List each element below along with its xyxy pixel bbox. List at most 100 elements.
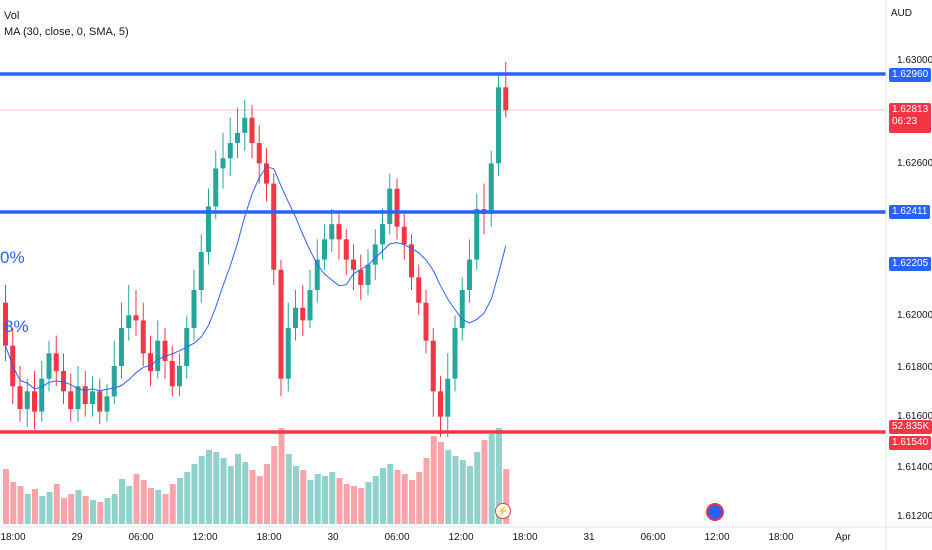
price-tick: 1.61200: [897, 511, 932, 522]
candle-body: [329, 224, 335, 240]
volume-bar: [467, 466, 473, 524]
volume-bar: [169, 484, 176, 524]
candle-body: [198, 252, 204, 290]
candle-body: [314, 259, 320, 290]
volume-bar: [293, 466, 299, 524]
economic-event-icon[interactable]: [706, 503, 724, 521]
volume-bar: [227, 466, 234, 524]
volume-bar: [3, 469, 9, 524]
candle-body: [61, 371, 66, 392]
fib-level-label: 8%: [4, 317, 29, 336]
volume-bar: [300, 470, 307, 524]
time-tick: 06:00: [128, 532, 154, 543]
volume-bar: [162, 494, 169, 524]
price-tick: 1.61600: [897, 411, 932, 422]
volume-bar: [39, 496, 46, 524]
volume-bar: [213, 452, 220, 524]
time-tick: 30: [327, 532, 339, 543]
candle-body: [53, 353, 59, 372]
candle-body: [423, 302, 429, 341]
current-price-badge: 1.62813 06:23: [889, 103, 932, 133]
legend-moving-average[interactable]: MA (30, close, 0, SMA, 5): [4, 26, 129, 38]
candle-body: [133, 315, 139, 321]
candle-body: [285, 328, 291, 379]
candle-body: [365, 264, 371, 285]
volume-bar: [503, 469, 510, 524]
currency-label[interactable]: AUD: [890, 8, 912, 19]
volume-bar: [387, 464, 394, 524]
candle-body: [293, 307, 298, 328]
volume-bar: [488, 434, 495, 524]
candle-body: [46, 353, 52, 379]
candle-body: [401, 226, 407, 245]
volume-bar: [220, 458, 227, 524]
volume-bar: [184, 472, 191, 524]
candle-body: [322, 239, 327, 260]
volume-bar: [17, 486, 24, 524]
candle-body: [213, 168, 219, 207]
time-tick: Apr: [835, 532, 851, 543]
volume-bar: [177, 478, 183, 524]
candle-body: [17, 386, 23, 410]
time-tick: 29: [71, 532, 83, 543]
time-tick: 18:00: [0, 532, 26, 543]
price-tick: 1.62600: [897, 158, 932, 169]
candle-countdown: 06:23: [892, 116, 918, 127]
lightning-icon[interactable]: ⚡: [495, 503, 511, 519]
volume-bar: [336, 478, 343, 524]
volume-bar: [264, 464, 270, 524]
candle-body: [271, 183, 277, 270]
candle-body: [380, 224, 385, 245]
volume-bar: [481, 440, 488, 524]
volume-bar: [322, 476, 328, 524]
time-tick: 12:00: [704, 532, 730, 543]
resistance-mid-price-badge: 1.62411: [889, 205, 931, 219]
volume-bar: [438, 442, 444, 524]
candle-body: [307, 290, 313, 321]
volume-bar: [249, 470, 256, 524]
volume-bar: [126, 486, 133, 524]
candle-body: [75, 386, 81, 410]
candle-body: [351, 259, 356, 270]
candle-body: [409, 244, 414, 278]
candle-body: [358, 269, 364, 285]
candle-body: [503, 87, 509, 111]
volume-bar: [474, 452, 481, 524]
moving-average-line: [5, 166, 507, 392]
candle-body: [155, 340, 161, 372]
volume-bar: [97, 502, 104, 524]
volume-bar: [111, 494, 118, 524]
candle-body: [191, 290, 197, 328]
resistance-top-price-badge: 1.62960: [889, 68, 932, 82]
candle-body: [264, 163, 269, 184]
volume-bar: [61, 498, 67, 524]
candle-body: [387, 188, 393, 225]
candle-body: [372, 244, 378, 265]
volume-bar: [394, 470, 401, 524]
candle-body: [90, 391, 95, 404]
volume-bar: [278, 428, 285, 524]
volume-bar: [380, 468, 386, 524]
candle-body: [474, 208, 480, 260]
volume-bar: [104, 498, 111, 524]
indicator-legend: Vol MA (30, close, 0, SMA, 5): [4, 8, 129, 40]
volume-bar: [191, 464, 198, 524]
candle-body: [104, 396, 110, 412]
time-tick: 06:00: [640, 532, 666, 543]
volume-bar: [372, 476, 379, 524]
time-tick: 18:00: [768, 532, 794, 543]
volume-bar: [82, 496, 89, 524]
volume-bar: [68, 494, 75, 524]
volume-bar: [496, 428, 502, 524]
volume-bar: [235, 454, 241, 524]
volume-bar: [90, 500, 96, 524]
volume-bar: [140, 480, 147, 524]
legend-volume[interactable]: Vol: [4, 10, 20, 22]
candle-body: [445, 378, 451, 417]
time-tick: 18:00: [512, 532, 538, 543]
volume-bar: [401, 474, 408, 524]
candle-body: [235, 132, 240, 144]
price-tick: 1.61800: [897, 362, 932, 373]
price-tick: 1.61400: [897, 462, 932, 473]
